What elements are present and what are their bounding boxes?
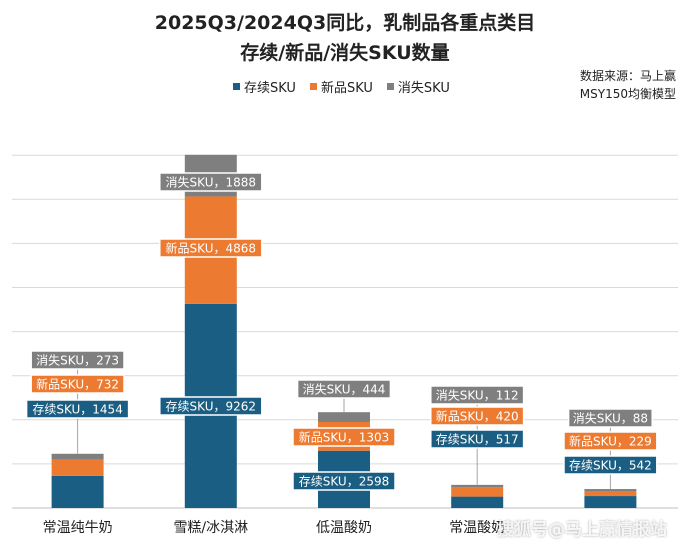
watermark: 搜狐号@马上赢情报站 — [497, 520, 667, 540]
data-label-box — [30, 350, 125, 370]
chart-title: 2025Q3/2024Q3同比，乳制品各重点类目 — [154, 12, 536, 34]
x-tick-label: 常温酸奶 — [449, 520, 505, 536]
data-label-box — [25, 399, 130, 419]
data-label-box — [159, 172, 263, 192]
data-label-box — [430, 406, 525, 426]
data-label-box — [430, 429, 525, 449]
data-label: 新品SKU，4868 — [159, 238, 263, 258]
data-label: 消失SKU，1888 — [159, 172, 263, 192]
data-label-text: 存续SKU，1454 — [32, 403, 123, 417]
data-label-text: 消失SKU，1888 — [166, 175, 257, 190]
bar-retained — [584, 496, 637, 508]
data-label-box — [563, 455, 658, 475]
data-label-box — [292, 471, 396, 491]
source-note: 数据来源：马上赢 — [579, 69, 676, 83]
legend-swatch-gone — [386, 83, 394, 90]
data-label-text: 消失SKU，112 — [436, 388, 519, 403]
data-label-text: 新品SKU，4868 — [166, 241, 257, 256]
data-label-box — [296, 379, 392, 399]
data-label-text: 消失SKU，273 — [36, 353, 119, 368]
data-label: 新品SKU，420 — [430, 406, 525, 426]
legend: 存续SKU 新品SKU 消失SKU — [233, 77, 450, 96]
legend-item-retained: 存续SKU — [233, 77, 296, 96]
legend-label-retained: 存续SKU — [244, 81, 296, 96]
data-label: 新品SKU，229 — [563, 431, 658, 451]
data-label-box — [159, 396, 263, 416]
data-label-text: 新品SKU，1303 — [299, 430, 390, 445]
data-label-box — [30, 374, 125, 394]
bar-gone — [451, 484, 504, 488]
legend-item-gone: 消失SKU — [386, 77, 450, 96]
data-label-text: 新品SKU，732 — [36, 377, 119, 392]
bar-gone — [318, 412, 370, 422]
data-label-box — [563, 431, 658, 451]
bar-new — [51, 459, 104, 476]
data-label-text: 新品SKU，420 — [436, 409, 519, 424]
bar-gone — [584, 489, 637, 491]
legend-label-gone: 消失SKU — [397, 81, 450, 96]
data-label-text: 新品SKU，229 — [569, 434, 652, 449]
data-label: 消失SKU，444 — [296, 379, 392, 399]
data-label: 存续SKU，1454 — [25, 399, 130, 419]
bar-retained — [51, 475, 104, 508]
data-label: 新品SKU，1303 — [292, 427, 396, 447]
data-label-box — [567, 408, 653, 428]
legend-label-new: 新品SKU — [320, 81, 373, 96]
data-label-text: 存续SKU，9262 — [166, 400, 257, 414]
data-label-box — [430, 385, 525, 405]
legend-item-new: 新品SKU — [309, 77, 373, 96]
data-label: 存续SKU，2598 — [292, 471, 396, 491]
data-label: 新品SKU，732 — [30, 374, 125, 394]
bar-retained — [451, 496, 504, 508]
x-tick-label: 雪糕/冰淇淋 — [173, 520, 248, 536]
chart-subtitle: 存续/新品/消失SKU数量 — [240, 42, 450, 64]
bar-gone — [51, 453, 104, 460]
data-label-text: 存续SKU，2598 — [299, 475, 390, 489]
data-label: 消失SKU，273 — [30, 350, 125, 370]
x-tick-label: 低温酸奶 — [316, 520, 372, 536]
x-tick-label: 常温纯牛奶 — [43, 520, 113, 536]
data-label-text: 消失SKU，88 — [573, 411, 648, 426]
data-label: 消失SKU，88 — [567, 408, 653, 428]
data-label: 存续SKU，9262 — [159, 396, 263, 416]
bar-new — [584, 490, 637, 497]
model-note: MSY150均衡模型 — [579, 87, 676, 101]
data-label: 存续SKU，517 — [430, 429, 525, 449]
data-label-text: 消失SKU，444 — [303, 382, 386, 397]
data-label: 存续SKU，542 — [563, 455, 658, 475]
legend-swatch-retained — [233, 83, 240, 90]
legend-swatch-new — [309, 83, 317, 90]
data-label: 消失SKU，112 — [430, 385, 525, 405]
data-label-text: 存续SKU，517 — [436, 433, 519, 447]
data-label-text: 存续SKU，542 — [569, 459, 652, 473]
data-label-box — [159, 238, 263, 258]
data-label-box — [292, 427, 396, 447]
bar-new — [451, 487, 504, 497]
